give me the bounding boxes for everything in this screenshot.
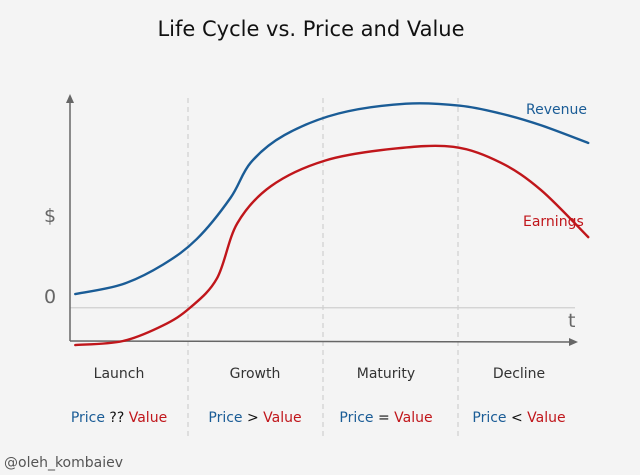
relation-value-term: Value [527,410,565,426]
series-label-revenue: Revenue [526,102,587,118]
relation-price-term: Price [339,410,378,426]
y-axis-arrow [66,94,74,103]
series-line-revenue [74,102,590,296]
phase-label-maturity: Maturity [357,366,415,382]
phase-dividers [187,98,459,440]
author-credit: @oleh_kombaiev [4,455,123,471]
x-axis-label: t [568,310,575,332]
relation-value-term: Value [129,410,167,426]
relation-maturity: Price = Value [339,410,432,426]
relation-operator: ?? [109,410,128,426]
phase-label-decline: Decline [493,366,545,382]
series-label-earnings: Earnings [523,214,584,230]
relation-operator: < [511,410,527,426]
phase-labels: Launch Growth Maturity Decline [94,366,546,382]
relation-operator: = [378,410,394,426]
relation-launch: Price ?? Value [71,410,167,426]
phase-label-growth: Growth [230,366,281,382]
zero-label: 0 [44,286,56,308]
chart-title: Life Cycle vs. Price and Value [157,17,464,41]
relation-decline: Price < Value [472,410,565,426]
relation-value-term: Value [263,410,301,426]
relation-price-term: Price [71,410,110,426]
series-line-earnings [74,144,590,347]
relation-growth: Price > Value [208,410,301,426]
x-axis-arrow [569,338,578,346]
price-value-relations: Price ?? Value Price > Value Price = Value… [71,410,566,426]
x-axis [69,340,575,343]
relation-value-term: Value [394,410,432,426]
y-axis-label: $ [44,205,56,227]
relation-price-term: Price [472,410,511,426]
axes [66,94,578,346]
phase-label-launch: Launch [94,366,145,382]
relation-operator: > [247,410,263,426]
series-layer: Revenue Earnings [74,102,590,347]
relation-price-term: Price [208,410,247,426]
